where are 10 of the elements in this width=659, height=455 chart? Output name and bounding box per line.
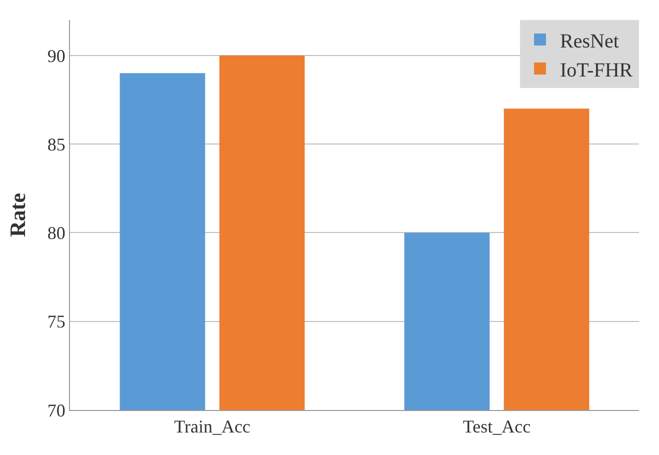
x-tick-label: Train_Acc xyxy=(174,416,250,437)
x-tick-label: Test_Acc xyxy=(462,416,531,437)
y-axis-title: Rate xyxy=(5,192,30,237)
y-tick-label: 85 xyxy=(47,134,66,154)
legend-label: IoT-FHR xyxy=(560,59,634,82)
y-tick-label: 90 xyxy=(47,46,66,66)
y-tick-label: 80 xyxy=(47,223,66,244)
y-tick-label: 75 xyxy=(47,312,66,332)
y-tick-label: 70 xyxy=(47,400,66,420)
legend-label: ResNet xyxy=(560,30,620,52)
